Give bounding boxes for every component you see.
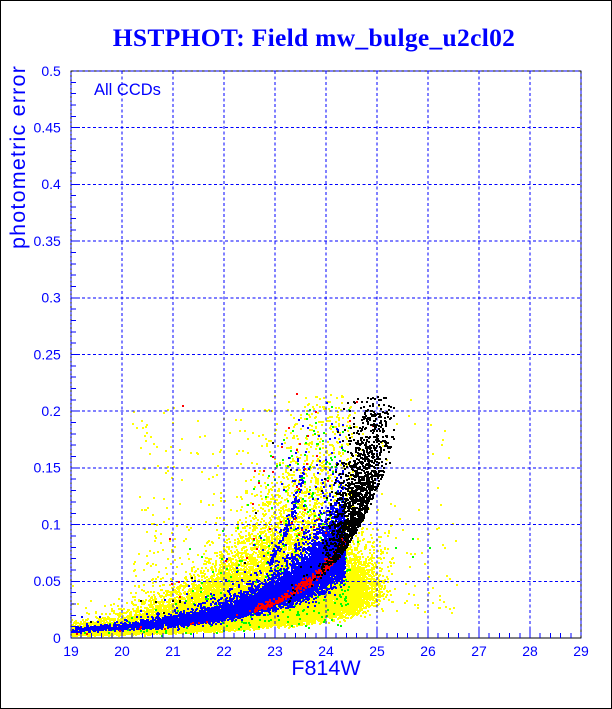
svg-text:0.1: 0.1 xyxy=(41,516,61,532)
svg-text:0.25: 0.25 xyxy=(34,346,61,362)
svg-text:21: 21 xyxy=(165,643,181,659)
svg-text:28: 28 xyxy=(522,643,538,659)
svg-text:27: 27 xyxy=(471,643,487,659)
svg-text:0: 0 xyxy=(53,630,61,646)
svg-text:All CCDs: All CCDs xyxy=(94,81,161,99)
svg-text:20: 20 xyxy=(114,643,130,659)
svg-text:0.4: 0.4 xyxy=(41,176,61,192)
svg-text:23: 23 xyxy=(267,643,283,659)
svg-text:19: 19 xyxy=(63,643,79,659)
svg-text:0.15: 0.15 xyxy=(34,460,61,476)
svg-text:0.3: 0.3 xyxy=(41,290,61,306)
svg-text:24: 24 xyxy=(318,643,334,659)
svg-text:22: 22 xyxy=(216,643,232,659)
svg-text:F814W: F814W xyxy=(291,656,361,680)
svg-text:26: 26 xyxy=(420,643,436,659)
svg-text:29: 29 xyxy=(573,643,589,659)
svg-text:0.5: 0.5 xyxy=(41,63,61,79)
svg-text:0.45: 0.45 xyxy=(34,120,61,136)
svg-text:HSTPHOT: Field mw_bulge_u2cl02: HSTPHOT: Field mw_bulge_u2cl02 xyxy=(113,23,515,52)
svg-text:0.2: 0.2 xyxy=(41,403,61,419)
svg-text:photometric error: photometric error xyxy=(6,65,30,249)
svg-text:25: 25 xyxy=(369,643,385,659)
svg-text:0.05: 0.05 xyxy=(34,573,61,589)
svg-text:0.35: 0.35 xyxy=(34,233,61,249)
